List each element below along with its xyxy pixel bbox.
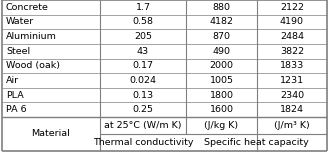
Text: 2122: 2122 xyxy=(280,3,304,12)
Text: Water: Water xyxy=(6,17,34,26)
Text: 1833: 1833 xyxy=(280,61,304,70)
Text: PLA: PLA xyxy=(6,91,24,100)
Text: 4182: 4182 xyxy=(210,17,234,26)
Text: 1800: 1800 xyxy=(210,91,234,100)
Text: 1231: 1231 xyxy=(280,76,304,85)
Text: 0.58: 0.58 xyxy=(133,17,154,26)
Text: Concrete: Concrete xyxy=(6,3,49,12)
Text: PA 6: PA 6 xyxy=(6,105,27,114)
Text: Thermal conductivity: Thermal conductivity xyxy=(93,138,193,147)
Text: 0.13: 0.13 xyxy=(133,91,154,100)
Text: 0.024: 0.024 xyxy=(130,76,157,85)
Text: Aluminium: Aluminium xyxy=(6,32,57,41)
Text: 205: 205 xyxy=(134,32,152,41)
Text: 2340: 2340 xyxy=(280,91,304,100)
Text: Material: Material xyxy=(32,129,70,138)
Text: 0.25: 0.25 xyxy=(133,105,154,114)
Text: (J/m³ K): (J/m³ K) xyxy=(274,121,310,130)
Text: Specific heat capacity: Specific heat capacity xyxy=(204,138,309,147)
Text: Steel: Steel xyxy=(6,47,30,56)
Text: 43: 43 xyxy=(137,47,149,56)
Text: at 25°C (W/m K): at 25°C (W/m K) xyxy=(104,121,182,130)
Text: (J/kg K): (J/kg K) xyxy=(204,121,239,130)
Text: 3822: 3822 xyxy=(280,47,304,56)
Text: 1824: 1824 xyxy=(280,105,304,114)
Text: 0.17: 0.17 xyxy=(133,61,154,70)
Text: Wood (oak): Wood (oak) xyxy=(6,61,60,70)
Text: 880: 880 xyxy=(213,3,231,12)
Text: 1600: 1600 xyxy=(210,105,234,114)
Text: 1005: 1005 xyxy=(210,76,234,85)
Text: 490: 490 xyxy=(213,47,231,56)
Text: 4190: 4190 xyxy=(280,17,304,26)
Text: 2000: 2000 xyxy=(210,61,234,70)
Text: 1.7: 1.7 xyxy=(136,3,150,12)
Text: 870: 870 xyxy=(213,32,231,41)
Text: Air: Air xyxy=(6,76,19,85)
Text: 2484: 2484 xyxy=(280,32,304,41)
